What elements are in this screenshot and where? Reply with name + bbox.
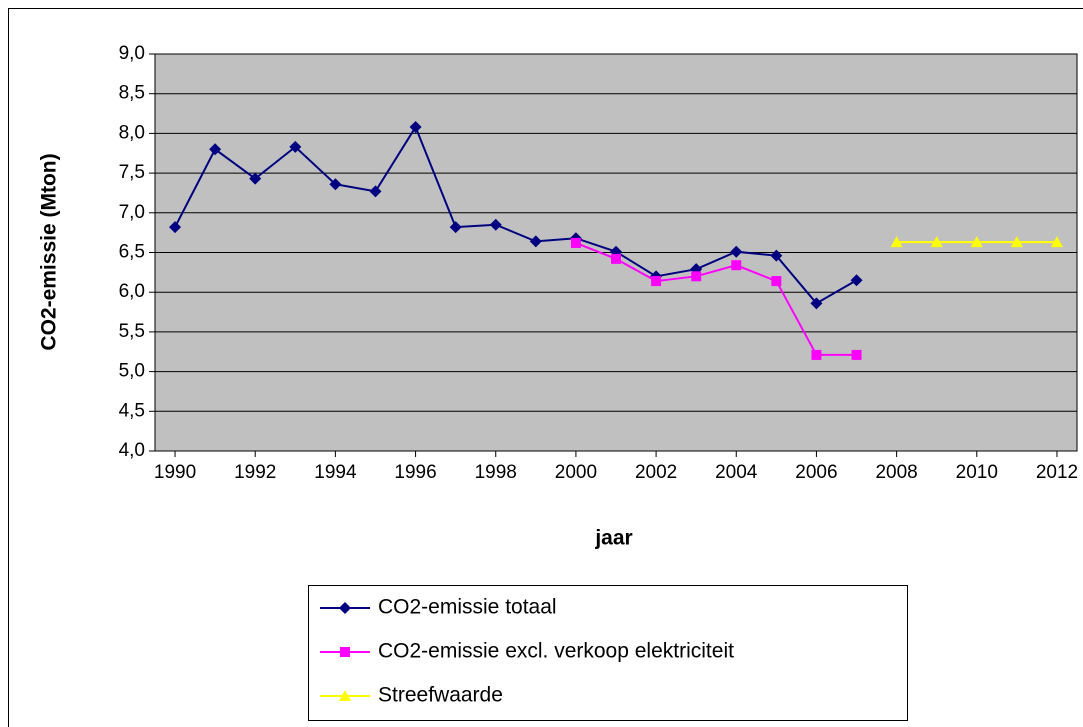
legend-label: CO2-emissie totaal <box>378 596 557 619</box>
marker <box>691 271 702 282</box>
marker <box>409 121 422 134</box>
marker <box>529 235 542 248</box>
y-tick-label: 8,0 <box>119 122 145 143</box>
marker <box>369 185 382 198</box>
x-tick-label: 2008 <box>875 462 917 483</box>
marker <box>811 349 822 360</box>
marker <box>651 276 662 287</box>
legend-label: Streefwaarde <box>378 684 503 707</box>
y-tick-label: 6,5 <box>119 242 145 263</box>
plot-border <box>154 53 1078 452</box>
x-tick-label: 2010 <box>956 462 998 483</box>
marker <box>570 237 581 248</box>
marker <box>890 236 903 248</box>
y-tick-label: 5,0 <box>119 361 145 382</box>
marker <box>731 260 742 271</box>
series-line <box>575 242 857 356</box>
marker <box>340 647 350 657</box>
marker <box>730 245 743 258</box>
marker <box>851 349 862 360</box>
y-tick-label: 6,0 <box>119 281 145 302</box>
y-tick-label: 7,5 <box>119 162 145 183</box>
marker <box>1010 236 1023 248</box>
marker <box>1050 236 1063 248</box>
marker <box>611 253 621 264</box>
x-tick-label: 1992 <box>234 462 276 483</box>
x-tick-label: 1996 <box>394 462 436 483</box>
marker <box>810 297 823 310</box>
marker <box>249 172 262 185</box>
x-tick-label: 2006 <box>795 462 837 483</box>
marker <box>339 690 351 701</box>
y-tick-label: 9,0 <box>119 43 145 64</box>
legend-box <box>308 585 908 721</box>
marker <box>970 236 983 248</box>
marker <box>489 218 502 231</box>
y-tick-label: 5,5 <box>119 321 145 342</box>
marker <box>289 140 302 153</box>
x-axis-title: jaar <box>594 527 632 550</box>
legend-label: CO2-emissie excl. verkoop elektriciteit <box>378 640 734 663</box>
marker <box>209 143 222 156</box>
marker <box>770 249 783 262</box>
marker <box>169 221 182 234</box>
series-line <box>174 124 858 305</box>
x-tick-label: 2004 <box>715 462 758 483</box>
y-tick-label: 7,0 <box>119 202 145 223</box>
x-tick-label: 2012 <box>1036 462 1078 483</box>
x-tick-label: 1998 <box>475 462 517 483</box>
marker <box>339 602 351 614</box>
x-tick-label: 1994 <box>314 462 357 483</box>
marker <box>930 236 943 248</box>
marker <box>850 274 863 287</box>
marker <box>771 276 782 287</box>
y-axis-title: CO2-emissie (Mton) <box>38 153 61 350</box>
x-tick-label: 1990 <box>154 462 196 483</box>
legend: CO2-emissie totaal CO2-emissie excl. verk… <box>308 585 908 721</box>
marker <box>329 178 342 191</box>
y-tick-label: 4,0 <box>119 440 145 461</box>
y-tick-label: 8,5 <box>119 83 145 104</box>
x-tick-label: 2000 <box>555 462 597 483</box>
x-tick-label: 2002 <box>635 462 677 483</box>
marker <box>449 221 462 234</box>
y-tick-label: 4,5 <box>119 400 145 421</box>
